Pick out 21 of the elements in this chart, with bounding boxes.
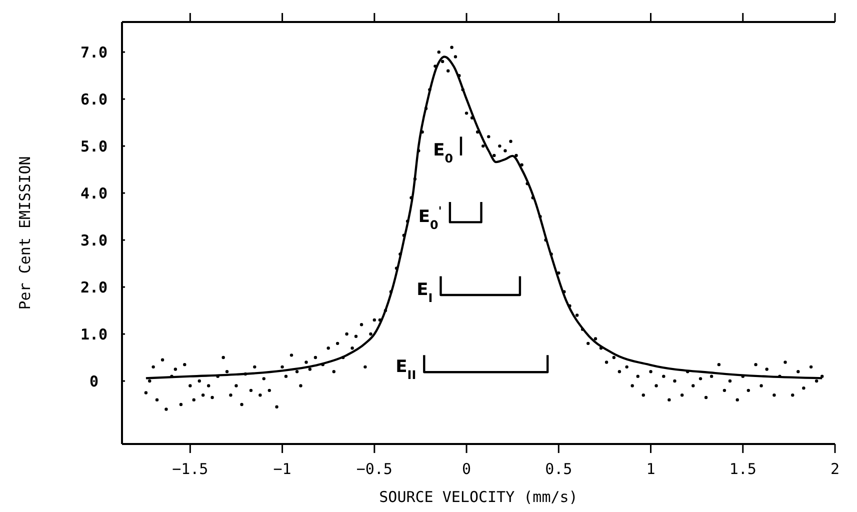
x-tick-label: −1.5: [172, 460, 208, 478]
y-tick-label: 5.0: [80, 137, 108, 156]
y-tick-label: 1.0: [80, 325, 108, 344]
y-tick-label: 3.0: [80, 231, 108, 250]
y-tick-label: 4.0: [80, 184, 108, 202]
annotation: E$_{0}$: [433, 140, 453, 166]
annotation: E$_{I}$: [416, 280, 433, 306]
x-tick-label: −0.5: [356, 460, 392, 478]
y-tick-label: 7.0: [80, 43, 108, 62]
y-tick-label: 2.0: [80, 278, 108, 296]
x-tick-label: 1: [646, 460, 656, 478]
x-tick-label: 2: [830, 460, 840, 478]
x-tick-label: 0.5: [545, 460, 572, 478]
x-tick-label: 0: [462, 460, 472, 478]
y-tick-label: 6.0: [80, 90, 108, 108]
y-axis-title: Per Cent EMISSION: [16, 156, 34, 310]
x-tick-label: 1.5: [729, 460, 756, 478]
y-tick-label: 0: [89, 372, 99, 390]
annotation: E$_{II}$: [396, 357, 416, 382]
x-axis-title: SOURCE VELOCITY (mm/s): [379, 488, 578, 506]
x-tick-label: −1: [273, 460, 292, 478]
